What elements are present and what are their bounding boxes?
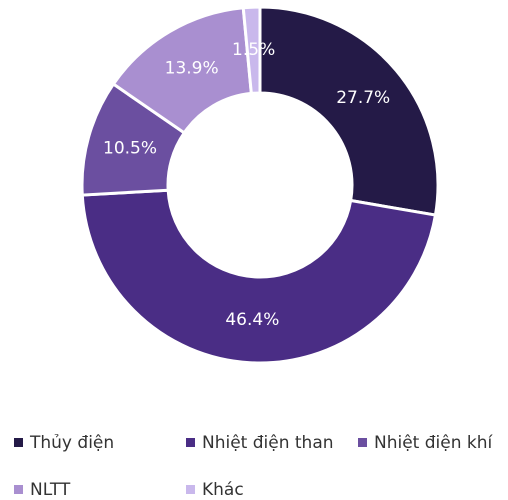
legend-label: Thủy điện [29, 433, 114, 453]
donut-slice [258, 5, 440, 217]
legend-label: Khác [202, 480, 244, 500]
legend-label: Nhiệt điện khí [374, 433, 494, 453]
legend-marker [186, 438, 195, 447]
legend-label: NLTT [30, 480, 71, 500]
data-label: 10.5% [103, 139, 157, 159]
legend-marker [14, 485, 23, 494]
donut-slice [80, 188, 438, 365]
data-label: 1.5% [232, 40, 275, 60]
donut-slice [241, 5, 262, 96]
data-label: 13.9% [165, 59, 219, 79]
legend-label: Nhiệt điện than [202, 433, 334, 453]
legend-marker [358, 438, 367, 447]
legend-marker [14, 438, 23, 447]
legend-marker [186, 485, 195, 494]
data-label: 27.7% [336, 88, 390, 108]
data-label: 46.4% [225, 310, 279, 330]
